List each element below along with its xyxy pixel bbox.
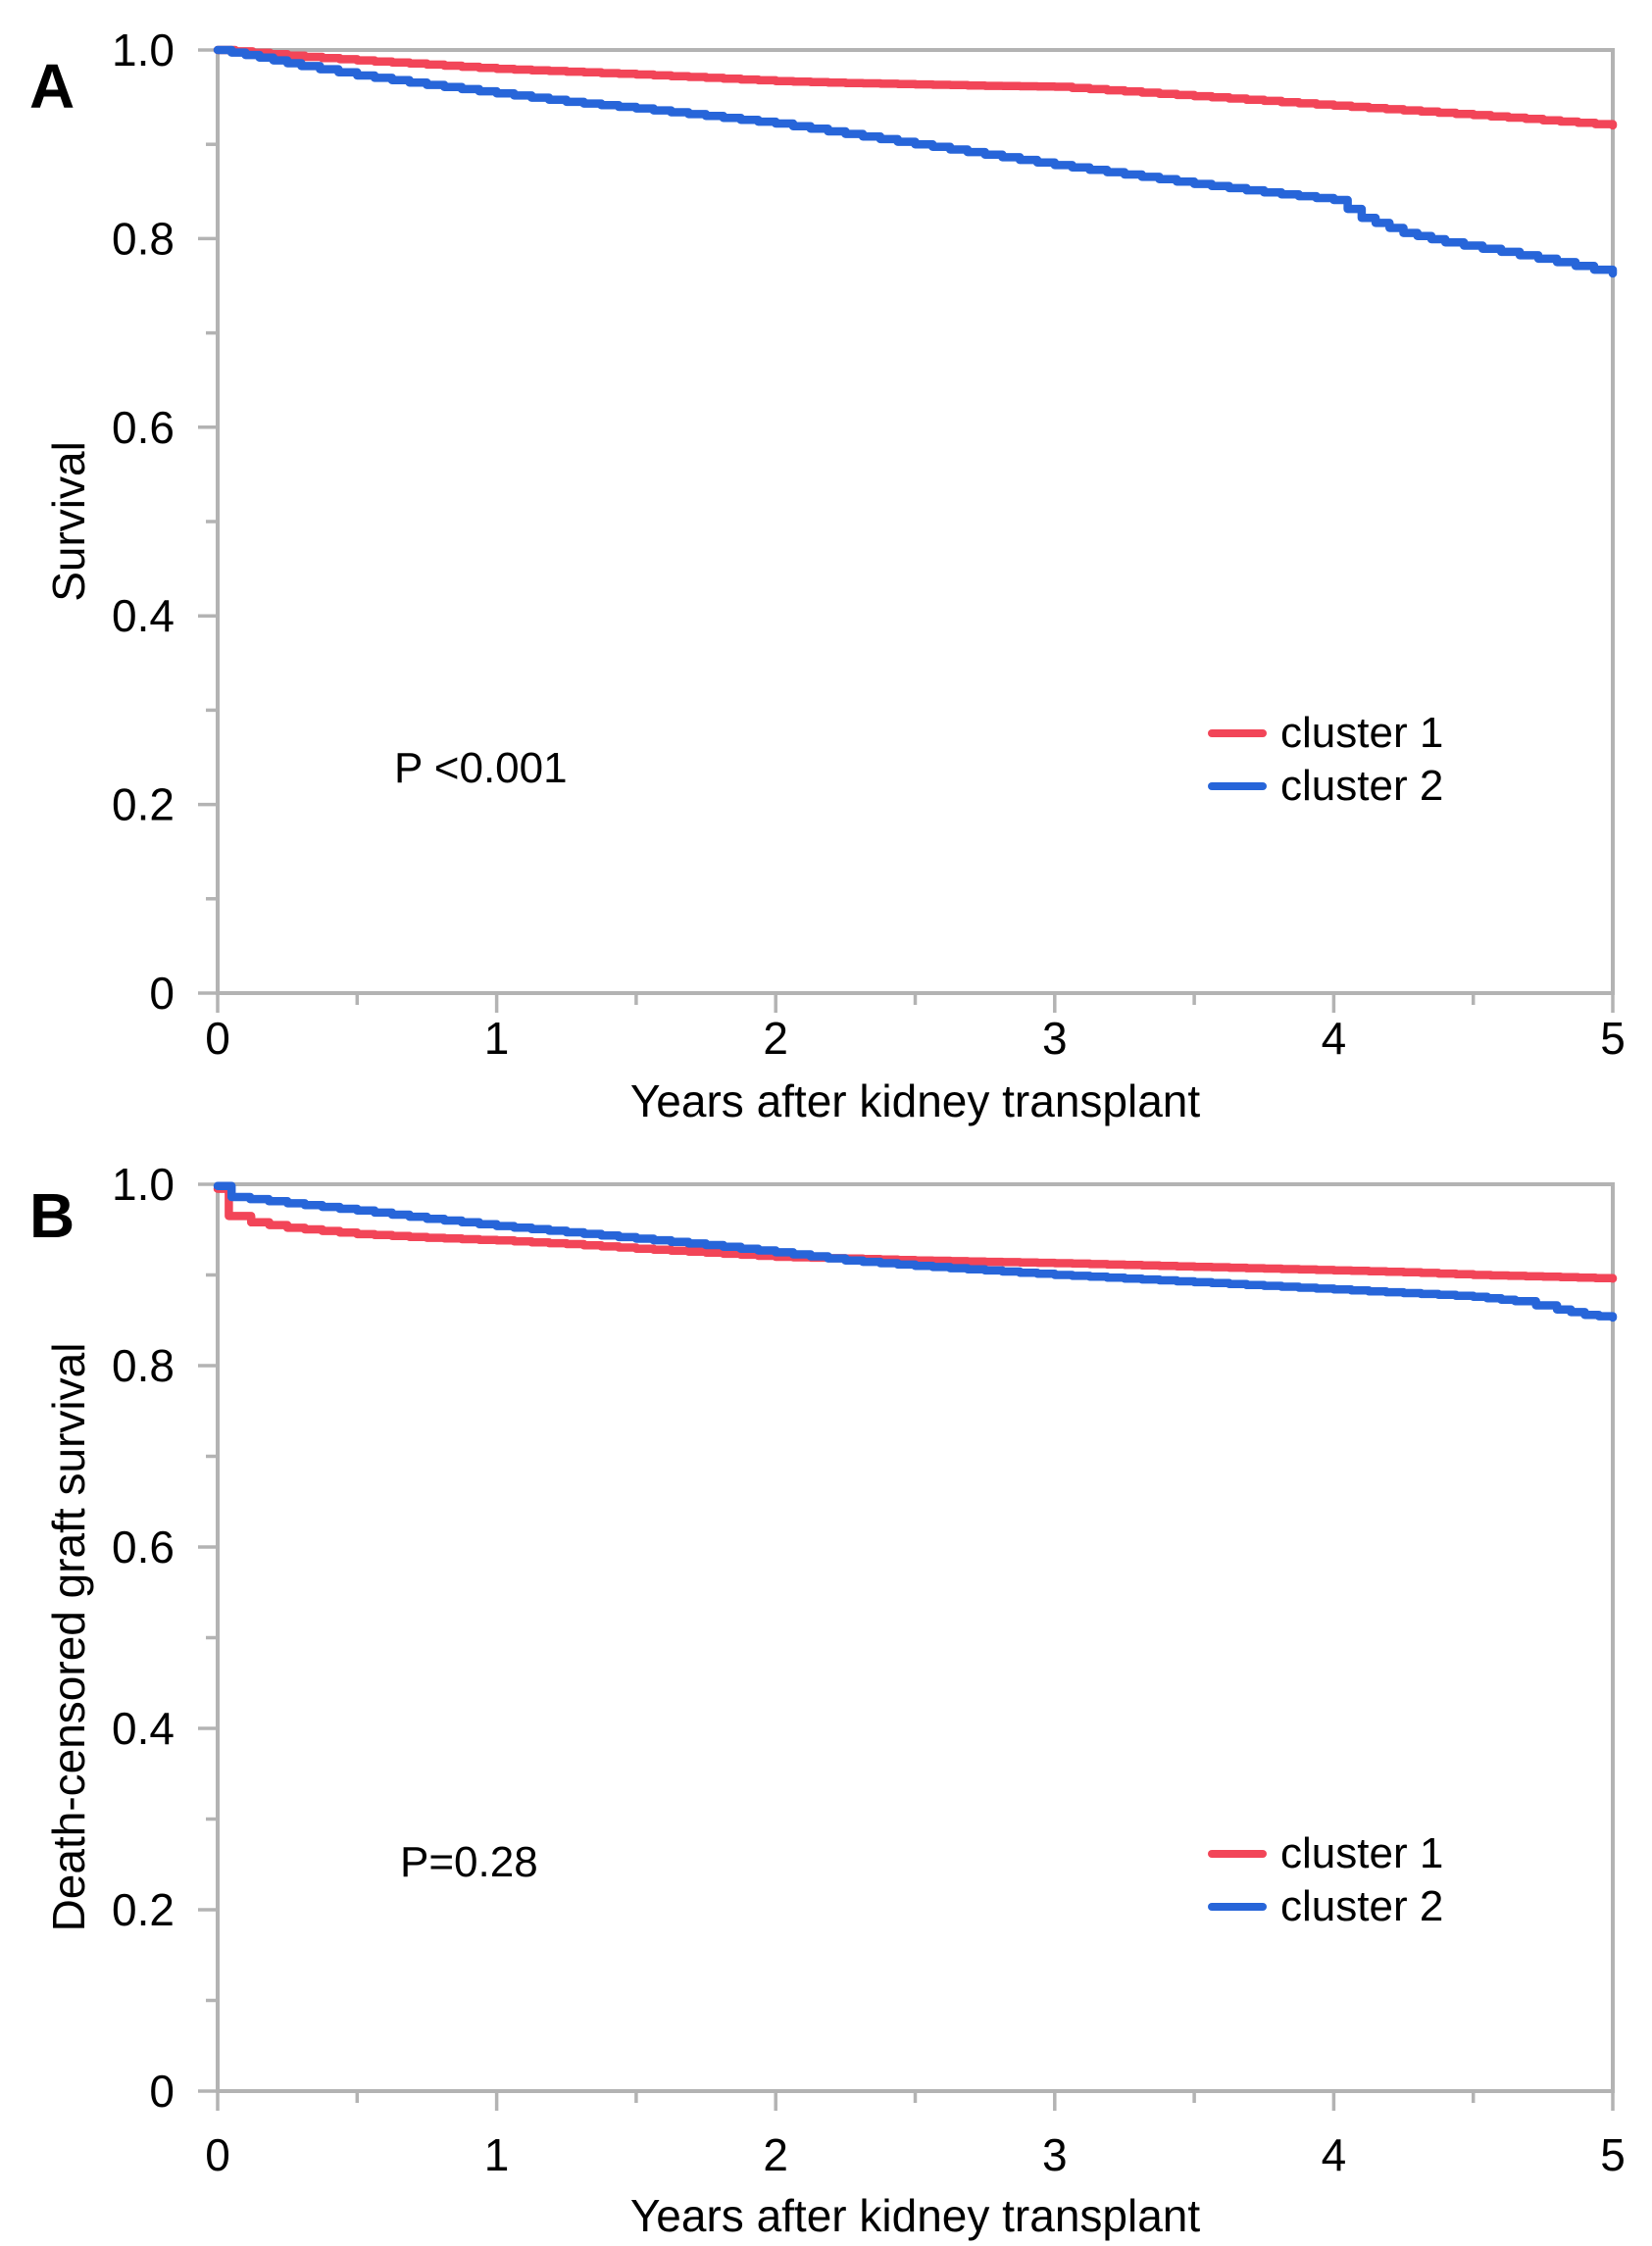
y-tick-label: 0.6 — [112, 1522, 175, 1572]
panel-a-x-axis-title: Years after kidney transplant — [629, 1075, 1201, 1126]
panel-a-y-axis-title: Survival — [43, 441, 94, 602]
x-tick-label: 0 — [205, 2129, 230, 2180]
y-tick-label: 0.8 — [112, 213, 175, 264]
legend-label: cluster 1 — [1280, 709, 1444, 757]
panel-b-legend: cluster 1 cluster 2 — [1208, 1827, 1443, 1933]
x-tick-label: 2 — [763, 1013, 788, 1064]
x-tick-label: 1 — [484, 1013, 510, 1064]
x-tick-label: 0 — [205, 1013, 230, 1064]
y-tick-label: 0.4 — [112, 1703, 175, 1754]
panel-a-p-value: P <0.001 — [394, 744, 568, 792]
legend-label: cluster 1 — [1280, 1829, 1444, 1877]
series-line-cluster-1 — [213, 45, 1618, 130]
cluster-2-line-swatch — [1208, 1903, 1267, 1911]
x-tick-label: 3 — [1042, 2129, 1068, 2180]
y-tick-label: 0.6 — [112, 402, 175, 453]
panel-b-plot: 0 1 2 3 4 5 0 0.2 0.4 0.6 0.8 1.0 — [112, 1159, 1626, 2180]
cluster-1-line-swatch — [1208, 1850, 1267, 1858]
x-tick-label: 2 — [763, 2129, 788, 2180]
y-tick-label: 0 — [149, 2066, 175, 2117]
y-tick-label: 1.0 — [112, 1159, 175, 1210]
legend-label: cluster 2 — [1280, 762, 1444, 810]
panel-b-p-value: P=0.28 — [400, 1838, 538, 1886]
y-tick-label: 0.8 — [112, 1340, 175, 1391]
y-tick-label: 0.4 — [112, 590, 175, 641]
x-tick-label: 5 — [1600, 2129, 1626, 2180]
y-tick-label: 1.0 — [112, 25, 175, 75]
x-tick-label: 4 — [1322, 1013, 1347, 1064]
series-line-cluster-2 — [213, 45, 1618, 278]
legend-item-cluster-1: cluster 1 — [1208, 707, 1443, 760]
panel-b-x-axis-title: Years after kidney transplant — [629, 2190, 1201, 2241]
panel-a-plot: 0 1 2 3 4 5 0 0.2 0.4 0.6 0.8 1.0 — [112, 25, 1626, 1064]
x-tick-label: 1 — [484, 2129, 510, 2180]
cluster-2-line-swatch — [1208, 782, 1267, 790]
series-line-cluster-2 — [213, 1181, 1618, 1323]
legend-label: cluster 2 — [1280, 1882, 1444, 1930]
panel-b-letter: B — [29, 1180, 75, 1251]
cluster-1-line-swatch — [1208, 729, 1267, 737]
panel-a-frame — [216, 48, 1615, 995]
y-tick-label: 0.2 — [112, 1884, 175, 1935]
x-tick-label: 5 — [1600, 1013, 1626, 1064]
legend-item-cluster-1: cluster 1 — [1208, 1827, 1443, 1880]
x-tick-label: 3 — [1042, 1013, 1068, 1064]
legend-item-cluster-2: cluster 2 — [1208, 760, 1443, 813]
y-tick-label: 0.2 — [112, 779, 175, 830]
x-tick-label: 4 — [1322, 2129, 1347, 2180]
panel-b-y-axis-title: Death-censored graft survival — [43, 1342, 94, 1932]
panel-b-frame — [216, 1182, 1615, 2093]
panel-a-letter: A — [29, 51, 75, 122]
y-tick-label: 0 — [149, 968, 175, 1019]
panel-a-legend: cluster 1 cluster 2 — [1208, 707, 1443, 813]
legend-item-cluster-2: cluster 2 — [1208, 1880, 1443, 1933]
